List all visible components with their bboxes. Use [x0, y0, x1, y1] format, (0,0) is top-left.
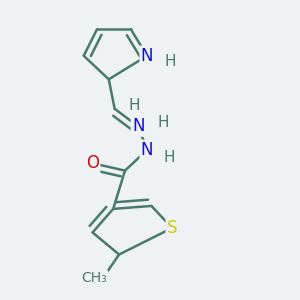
Text: H: H: [128, 98, 140, 113]
Text: N: N: [141, 47, 153, 65]
Text: H: H: [164, 150, 175, 165]
Text: N: N: [132, 117, 145, 135]
Text: N: N: [141, 141, 153, 159]
Text: H: H: [158, 115, 169, 130]
Text: O: O: [86, 154, 99, 172]
Text: H: H: [165, 54, 176, 69]
Text: CH₃: CH₃: [81, 271, 107, 285]
Text: S: S: [167, 219, 177, 237]
